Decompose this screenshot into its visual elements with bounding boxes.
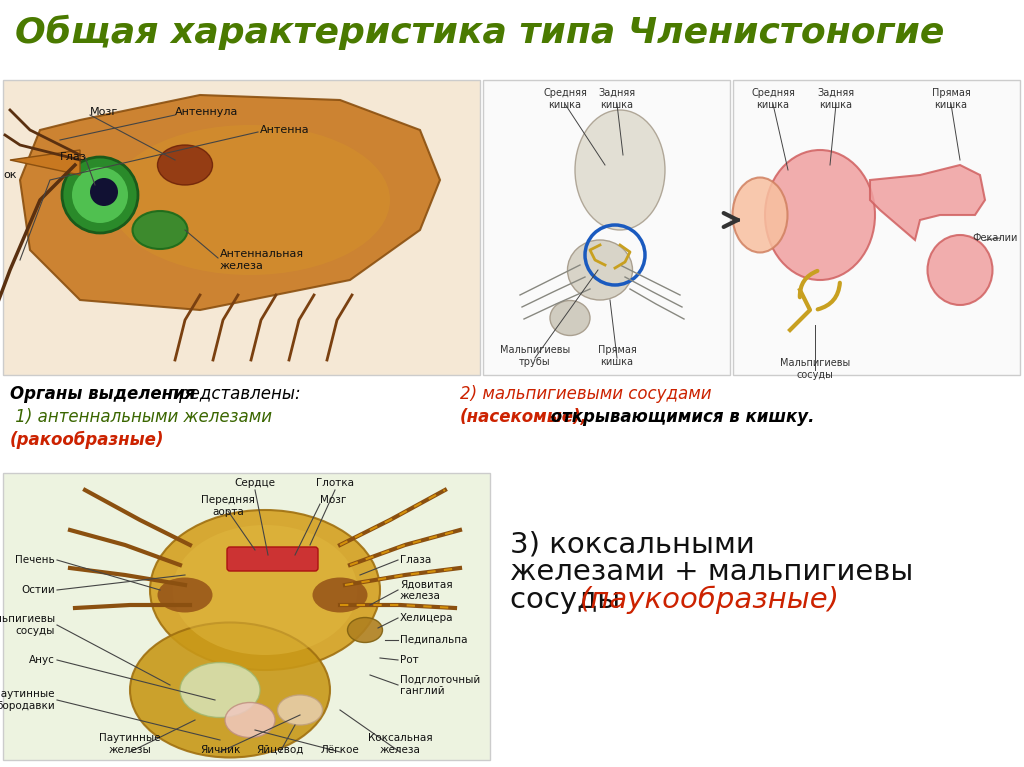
Ellipse shape xyxy=(225,703,275,738)
Text: Глаза: Глаза xyxy=(400,555,431,565)
Text: Мальпигиевы
сосуды: Мальпигиевы сосуды xyxy=(0,614,55,636)
Text: 3) коксальными: 3) коксальными xyxy=(510,530,755,558)
Text: Ядовитая
железа: Ядовитая железа xyxy=(400,579,453,601)
FancyBboxPatch shape xyxy=(733,80,1020,375)
FancyBboxPatch shape xyxy=(3,80,480,375)
FancyBboxPatch shape xyxy=(3,473,490,760)
Text: Коксальная
железа: Коксальная железа xyxy=(368,733,432,755)
Ellipse shape xyxy=(180,663,260,717)
Text: Прямая
кишка: Прямая кишка xyxy=(932,88,971,110)
Text: Мозг: Мозг xyxy=(90,107,118,117)
Text: Мальпигиевы
сосуды: Мальпигиевы сосуды xyxy=(780,358,850,380)
Ellipse shape xyxy=(928,235,992,305)
Text: Анус: Анус xyxy=(29,655,55,665)
Polygon shape xyxy=(20,95,440,310)
Text: Паутинные
бородавки: Паутинные бородавки xyxy=(0,690,55,711)
Text: 2) мальпигиевыми сосудами: 2) мальпигиевыми сосудами xyxy=(460,385,712,403)
Text: Сердце: Сердце xyxy=(234,478,275,488)
Text: Антенна: Антенна xyxy=(260,125,309,135)
Text: Средняя
кишка: Средняя кишка xyxy=(751,88,795,110)
Text: Рот: Рот xyxy=(400,655,419,665)
Text: Глотка: Глотка xyxy=(316,478,354,488)
Text: Органы выделения: Органы выделения xyxy=(10,385,196,403)
Circle shape xyxy=(62,157,138,233)
Text: ок: ок xyxy=(3,170,16,180)
Ellipse shape xyxy=(567,240,633,300)
Text: железами + мальпигиевы: железами + мальпигиевы xyxy=(510,558,913,586)
Ellipse shape xyxy=(732,177,787,252)
Ellipse shape xyxy=(172,525,357,655)
Text: представлены:: представлены: xyxy=(163,385,301,403)
Text: Мальпигиевы
трубы: Мальпигиевы трубы xyxy=(500,345,570,367)
Circle shape xyxy=(72,167,128,223)
Text: открывающимися в кишку.: открывающимися в кишку. xyxy=(545,408,814,426)
Text: Прямая
кишка: Прямая кишка xyxy=(598,345,636,367)
Ellipse shape xyxy=(550,301,590,335)
Text: (паукообразные): (паукообразные) xyxy=(580,586,840,614)
Text: Паутинные
железы: Паутинные железы xyxy=(99,733,161,755)
Text: Печень: Печень xyxy=(15,555,55,565)
Ellipse shape xyxy=(765,150,874,280)
Ellipse shape xyxy=(278,695,323,725)
FancyArrowPatch shape xyxy=(818,283,840,309)
Text: Фекалии: Фекалии xyxy=(973,233,1018,243)
Ellipse shape xyxy=(130,623,330,758)
FancyBboxPatch shape xyxy=(483,80,730,375)
Polygon shape xyxy=(10,150,80,175)
Text: Антеннула: Антеннула xyxy=(175,107,239,117)
Ellipse shape xyxy=(132,211,187,249)
Text: Лёгкое: Лёгкое xyxy=(321,745,359,755)
Text: Средняя
кишка: Средняя кишка xyxy=(543,88,587,110)
Text: Остии: Остии xyxy=(22,585,55,595)
Text: Педипальпа: Педипальпа xyxy=(400,635,468,645)
Text: Мозг: Мозг xyxy=(319,495,346,505)
Text: Задняя
кишка: Задняя кишка xyxy=(598,88,636,110)
Ellipse shape xyxy=(110,125,390,275)
Text: Подглоточный
ганглий: Подглоточный ганглий xyxy=(400,674,480,696)
Ellipse shape xyxy=(312,578,368,613)
Text: (ракообразные): (ракообразные) xyxy=(10,431,165,449)
Text: Общая характеристика типа Членистоногие: Общая характеристика типа Членистоногие xyxy=(15,15,944,51)
Text: Передняя
аорта: Передняя аорта xyxy=(201,495,255,517)
Text: сосуды: сосуды xyxy=(510,586,630,614)
Text: 1) антеннальными железами: 1) антеннальными железами xyxy=(10,408,272,426)
Circle shape xyxy=(90,178,118,206)
Ellipse shape xyxy=(158,145,213,185)
Ellipse shape xyxy=(150,510,380,670)
Text: Яйцевод: Яйцевод xyxy=(256,745,304,755)
Ellipse shape xyxy=(575,110,665,230)
FancyArrowPatch shape xyxy=(800,271,817,298)
Ellipse shape xyxy=(158,578,213,613)
Text: Антеннальная
железа: Антеннальная железа xyxy=(220,249,304,271)
Text: Хелицера: Хелицера xyxy=(400,613,454,623)
Text: Яичник: Яичник xyxy=(200,745,241,755)
Text: (насекомые),: (насекомые), xyxy=(460,408,588,426)
FancyBboxPatch shape xyxy=(227,547,318,571)
Text: Глаз: Глаз xyxy=(60,152,87,162)
Ellipse shape xyxy=(347,617,383,643)
Polygon shape xyxy=(870,165,985,240)
Text: Задняя
кишка: Задняя кишка xyxy=(817,88,855,110)
